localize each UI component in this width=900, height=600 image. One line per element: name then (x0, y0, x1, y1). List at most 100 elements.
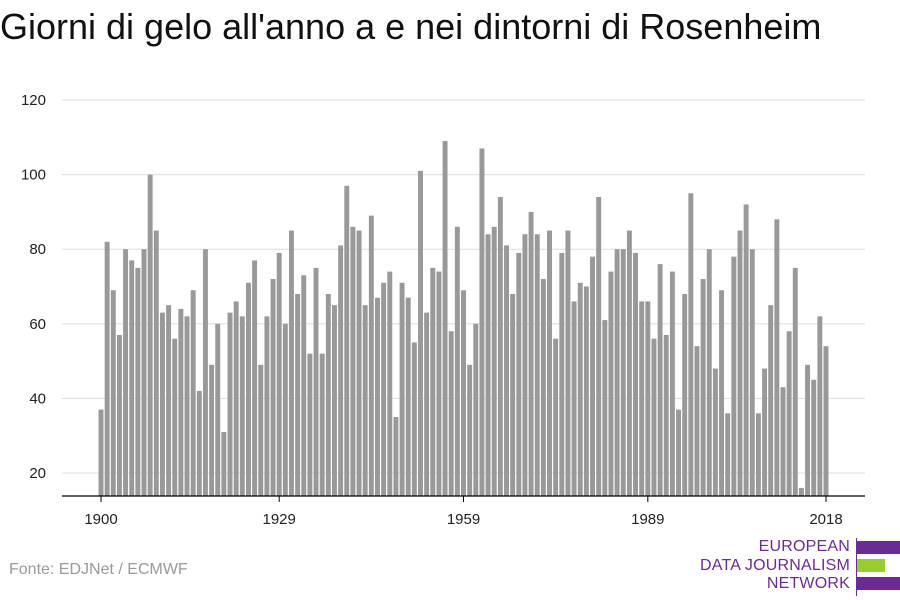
bar-1914 (184, 316, 190, 496)
bar-1910 (159, 312, 165, 496)
bar-1973 (547, 230, 552, 497)
source-note: Fonte: EDJNet / ECMWF (9, 561, 188, 578)
bar-1917 (202, 249, 208, 496)
x-tick-label: 1959 (447, 511, 480, 528)
bar-1905 (129, 260, 135, 496)
bar-1987 (633, 252, 638, 496)
bar-1962 (479, 148, 485, 497)
bar-1918 (209, 364, 215, 496)
bar-1902 (110, 290, 116, 496)
bar-1952 (418, 170, 423, 496)
bar-1979 (583, 286, 589, 496)
bar-1961 (473, 323, 479, 496)
y-axis-ticks: 20 40 60 80 100 120 (21, 92, 46, 482)
bar-1970 (528, 211, 534, 496)
bar-2005 (743, 204, 749, 496)
bar-1969 (522, 234, 528, 496)
x-tick-label: 1900 (84, 511, 117, 528)
bar-1953 (424, 312, 430, 496)
bar-2011 (780, 387, 786, 496)
bar-1942 (356, 230, 362, 497)
bar-1912 (172, 338, 178, 496)
bar-1931 (288, 230, 294, 497)
bar-2001 (719, 290, 725, 496)
bar-2008 (762, 368, 768, 496)
bar-1994 (676, 409, 682, 496)
bar-1964 (491, 226, 497, 496)
bar-1939 (338, 245, 344, 496)
bar-1975 (559, 252, 565, 496)
chart-title: Giorni di gelo all'anno a e nei dintorni… (0, 6, 822, 47)
bar-1936 (319, 353, 325, 496)
bar-1955 (436, 271, 442, 496)
bar-1977 (571, 301, 577, 496)
x-tick-label: 1929 (262, 511, 295, 528)
bar-1925 (252, 260, 258, 496)
bar-2018 (823, 346, 829, 496)
bar-1965 (497, 196, 503, 497)
bar-2010 (774, 219, 780, 497)
bar-2016 (811, 379, 817, 496)
bar-1966 (504, 245, 509, 496)
bar-1945 (375, 297, 380, 496)
bar-2014 (798, 487, 804, 496)
bar-2007 (755, 413, 761, 496)
bar-1930 (282, 323, 288, 496)
bar-1990 (651, 338, 657, 496)
bar-1998 (700, 279, 706, 496)
bar-1995 (682, 293, 688, 496)
bar-1984 (614, 249, 620, 496)
bar-1904 (123, 249, 129, 496)
bar-1901 (104, 241, 110, 496)
bar-1922 (233, 301, 239, 496)
bar-1993 (669, 271, 675, 496)
y-tick-label: 100 (21, 167, 46, 184)
bar-1968 (516, 252, 522, 496)
bars (98, 141, 829, 497)
bar-1909 (153, 230, 159, 497)
bar-1919 (215, 323, 221, 496)
bar-1928 (270, 279, 276, 496)
bar-1976 (565, 230, 571, 497)
bar-2015 (805, 364, 811, 496)
bar-1923 (239, 316, 245, 496)
y-tick-label: 40 (29, 390, 46, 407)
bar-2017 (817, 316, 823, 496)
bar-1967 (510, 293, 516, 496)
bar-1900 (98, 409, 104, 496)
edjnet-logo: EUROPEAN DATA JOURNALISM NETWORK (700, 538, 900, 596)
bar-1963 (485, 234, 491, 496)
bar-1989 (645, 301, 651, 496)
bar-1929 (276, 252, 282, 496)
bar-1978 (577, 282, 583, 496)
bar-1938 (332, 305, 337, 496)
bar-1911 (166, 305, 172, 496)
bar-1986 (626, 230, 632, 497)
bar-1907 (141, 249, 147, 496)
bar-1985 (620, 249, 626, 496)
logo-bar-purple-top (857, 541, 900, 554)
bar-1988 (639, 301, 645, 496)
bar-1916 (196, 390, 202, 496)
bar-2002 (725, 413, 731, 496)
bar-1982 (602, 320, 608, 496)
bar-1960 (467, 364, 473, 496)
bar-1937 (325, 293, 331, 496)
x-tick-label: 1989 (631, 511, 664, 528)
y-tick-label: 120 (21, 92, 46, 109)
bar-2009 (768, 305, 774, 496)
bar-1981 (596, 196, 602, 497)
bar-1950 (405, 297, 411, 496)
logo-line-1: EUROPEAN (758, 538, 850, 555)
bar-2004 (737, 230, 743, 497)
y-tick-label: 80 (29, 241, 46, 258)
bar-2012 (786, 331, 792, 496)
logo-line-2: DATA JOURNALISM (700, 556, 850, 574)
bar-1956 (442, 141, 448, 496)
bar-1946 (381, 282, 387, 496)
bar-1903 (116, 334, 122, 496)
bar-1924 (245, 282, 251, 496)
bar-1972 (540, 279, 546, 496)
bar-2006 (749, 249, 755, 496)
